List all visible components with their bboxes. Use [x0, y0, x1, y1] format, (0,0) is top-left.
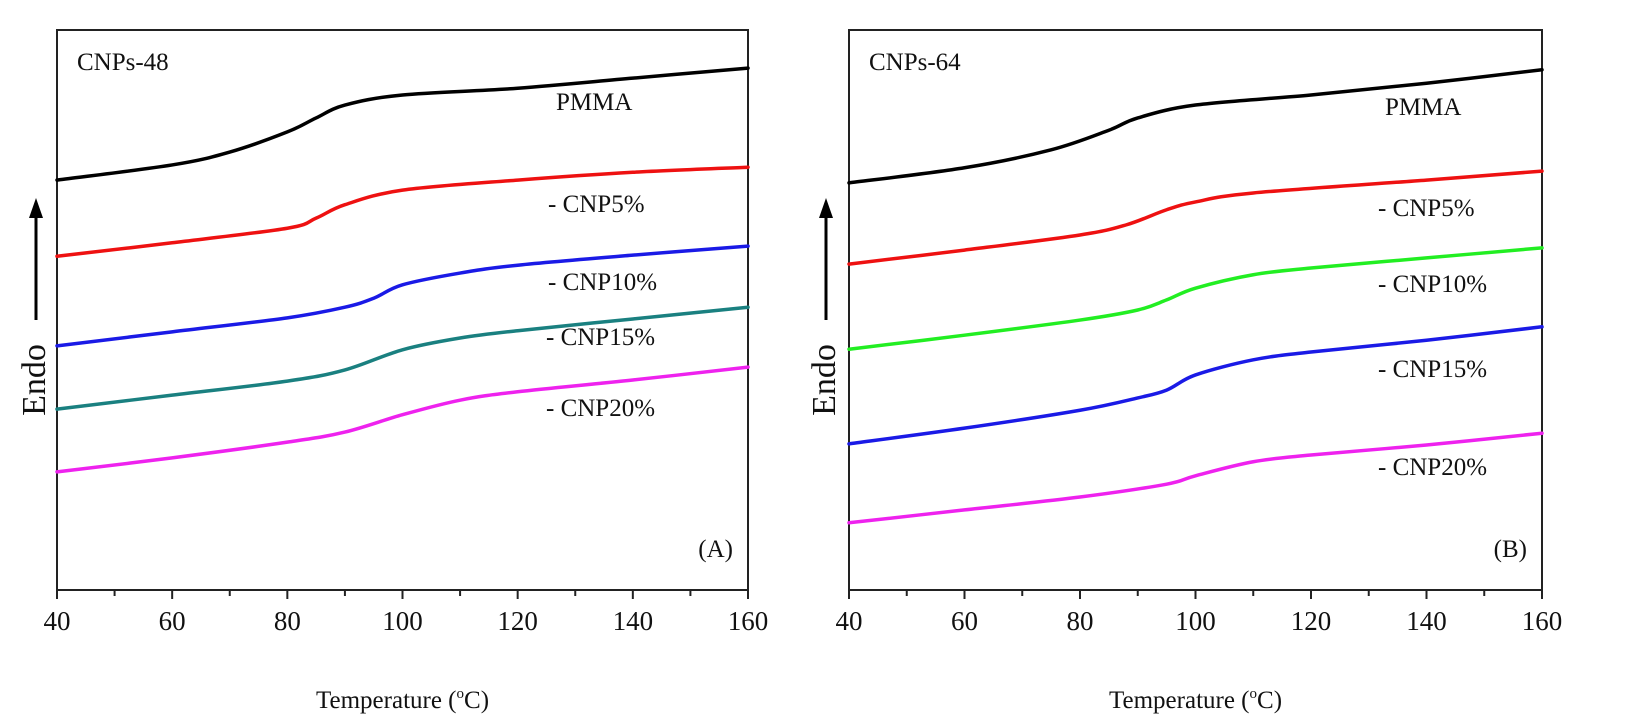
x-tick-label: 60	[951, 606, 978, 636]
y-axis-label: Endo	[16, 344, 53, 416]
x-tick-label: 160	[728, 606, 769, 636]
y-axis-label-group: Endo	[16, 198, 53, 416]
endo-arrow-head-icon	[819, 198, 833, 218]
x-tick-label: 140	[1406, 606, 1447, 636]
x-tick-label: 100	[1175, 606, 1216, 636]
series-line-cnp20	[55, 365, 750, 474]
y-axis-label: Endo	[806, 344, 843, 416]
series-label: - CNP20%	[546, 395, 655, 422]
x-tick-label: 60	[159, 606, 186, 636]
x-tick-label: 120	[497, 606, 538, 636]
x-tick-label: 140	[613, 606, 654, 636]
x-tick-label: 100	[382, 606, 423, 636]
series-line-cnp10	[847, 246, 1544, 351]
series-label: - CNP15%	[1378, 356, 1487, 383]
x-axis-label: Temperature (oC)	[1109, 686, 1282, 714]
x-tick-label: 40	[836, 606, 863, 636]
x-tick-label: 120	[1291, 606, 1332, 636]
series-label: - CNP10%	[1378, 271, 1487, 298]
x-axis-label: Temperature (oC)	[316, 686, 489, 714]
series-line-cnp5	[55, 165, 750, 258]
series-label: PMMA	[556, 89, 632, 116]
series-line-cnp15	[55, 305, 750, 411]
series-line-pmma	[55, 66, 750, 182]
panel-label: (A)	[698, 536, 733, 563]
x-tick-label: 80	[274, 606, 301, 636]
series-label: - CNP5%	[548, 191, 645, 218]
y-axis-label-group: Endo	[806, 198, 843, 416]
panel-label: (B)	[1494, 536, 1527, 563]
x-tick-label: 160	[1522, 606, 1563, 636]
series-line-cnp10	[55, 244, 750, 348]
series-label: - CNP5%	[1378, 195, 1475, 222]
series-line-cnp5	[847, 169, 1544, 266]
series-label: PMMA	[1385, 94, 1461, 121]
series-label: - CNP20%	[1378, 454, 1487, 481]
panel-title: CNPs-48	[77, 49, 169, 76]
endo-arrow-head-icon	[29, 198, 43, 218]
panel-a: 40 60 80 100 120 140 160 Temperature (oC) Endo CN…	[16, 29, 769, 714]
series-label: - CNP15%	[546, 324, 655, 351]
panel-title: CNPs-64	[869, 49, 961, 76]
series-label: - CNP10%	[548, 269, 657, 296]
panel-b: 40 60 80 100 120 140 160 Temperature (oC) Endo CN…	[806, 29, 1563, 714]
x-tick-label: 80	[1067, 606, 1094, 636]
x-tick-label: 40	[44, 606, 71, 636]
series-line-cnp20	[847, 431, 1544, 525]
series-line-cnp15	[847, 325, 1544, 446]
series-line-pmma	[847, 68, 1544, 185]
plot-frame	[56, 29, 749, 591]
